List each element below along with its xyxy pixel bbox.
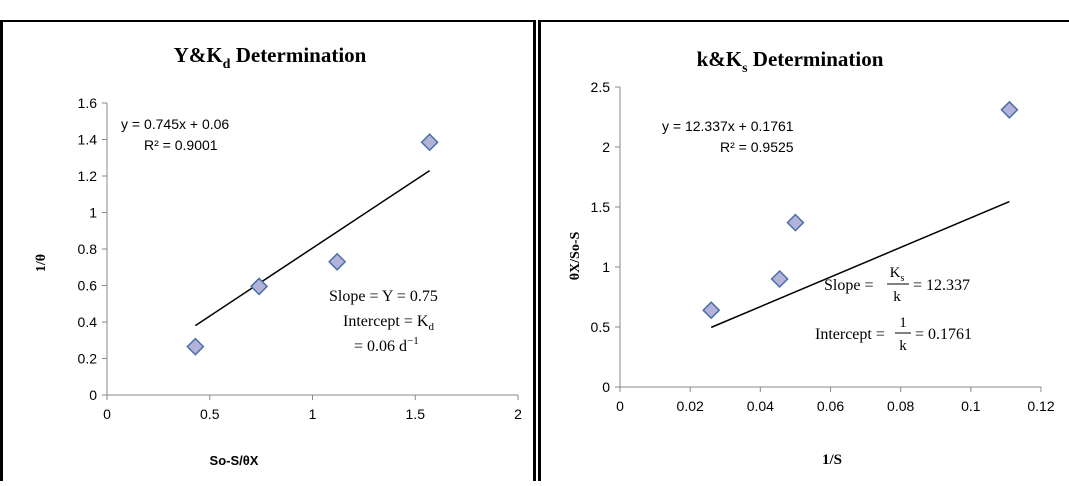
slope-annotation: Slope = Ks k = 12.337 bbox=[824, 265, 970, 305]
y-tick-label: 0.2 bbox=[78, 351, 98, 367]
x-tick-label: 0.04 bbox=[747, 398, 774, 414]
data-point-marker bbox=[1000, 100, 1019, 119]
x-axis-label: So-S/θX bbox=[210, 453, 259, 468]
intercept-value: = 0.06 d−1 bbox=[354, 335, 419, 355]
axes bbox=[615, 86, 1042, 392]
x-axis-label: 1/S bbox=[822, 452, 842, 468]
data-point-marker bbox=[250, 277, 269, 296]
y-tick-label: 0.4 bbox=[78, 314, 98, 330]
x-tick-label: 1 bbox=[309, 406, 317, 422]
x-tick-label: 1.5 bbox=[406, 406, 426, 422]
x-tick-label: 0 bbox=[103, 406, 111, 422]
slope-numerator: Ks bbox=[890, 265, 905, 284]
x-tick-label: 0.08 bbox=[887, 398, 914, 414]
intercept-annotation: Intercept = Kd bbox=[343, 313, 434, 333]
data-point-marker bbox=[420, 133, 439, 152]
y-tick-label: 0.5 bbox=[591, 319, 611, 335]
intercept-annotation: Intercept = 1 k = 0.1761 bbox=[815, 315, 972, 354]
y-tick-label: 1 bbox=[602, 259, 610, 275]
y-tick-label: 1.2 bbox=[78, 168, 98, 184]
chart-panel-left: Y&Kd Determination 0 0.5 1 1.5 2 0 0.2 0.4 0.6 0.… bbox=[0, 20, 536, 481]
x-tick-label: 0.02 bbox=[677, 398, 704, 414]
data-point-marker bbox=[786, 213, 805, 232]
axes bbox=[102, 102, 519, 400]
x-tick-label: 0.12 bbox=[1027, 398, 1054, 414]
data-points bbox=[186, 133, 439, 356]
x-tick-label: 0 bbox=[616, 398, 624, 414]
y-tick-label: 2 bbox=[602, 139, 610, 155]
y-tick-label: 0 bbox=[602, 379, 610, 395]
trendline bbox=[194, 169, 431, 327]
chart-yk-determination: Y&Kd Determination 0 0.5 1 1.5 2 0 0.2 0.4 0.6 0.… bbox=[34, 43, 523, 468]
intercept-prefix: Intercept = bbox=[815, 326, 885, 343]
data-point-marker bbox=[702, 301, 721, 320]
trendline-segment bbox=[710, 200, 1010, 329]
intercept-denominator: k bbox=[899, 338, 907, 354]
trendline bbox=[710, 200, 1010, 329]
slope-prefix: Slope = bbox=[824, 277, 873, 294]
chart-title: Y&Kd Determination bbox=[174, 43, 367, 72]
x-tick-label: 0.06 bbox=[817, 398, 844, 414]
y-tick-label: 0 bbox=[89, 387, 97, 403]
x-tick-label: 2 bbox=[514, 406, 522, 422]
data-points bbox=[702, 100, 1019, 320]
y-axis-label: 1/θ bbox=[34, 254, 49, 272]
y-tick-label: 2.5 bbox=[591, 79, 611, 95]
y-tick-label: 0.8 bbox=[78, 241, 98, 257]
y-tick-label: 1.5 bbox=[591, 199, 611, 215]
chart-title: k&Ks Determination bbox=[697, 47, 884, 76]
intercept-numerator: 1 bbox=[899, 315, 907, 331]
slope-denominator: k bbox=[893, 289, 901, 305]
intercept-value: = 0.1761 bbox=[915, 326, 972, 343]
slope-value: = 12.337 bbox=[913, 277, 970, 294]
tick-labels: 0 0.02 0.04 0.06 0.08 0.1 0.12 0 0.5 1 1.5 2 2.5 bbox=[591, 79, 1055, 414]
r-squared-label: R² = 0.9001 bbox=[144, 137, 218, 153]
y-tick-label: 0.6 bbox=[78, 278, 98, 294]
trendline-equation: y = 12.337x + 0.1761 bbox=[662, 118, 794, 134]
slope-annotation: Slope = Y = 0.75 bbox=[329, 288, 438, 305]
r-squared-label: R² = 0.9525 bbox=[720, 139, 794, 155]
data-point-marker bbox=[328, 252, 347, 271]
y-tick-label: 1.6 bbox=[78, 95, 98, 111]
tick-labels: 0 0.5 1 1.5 2 0 0.2 0.4 0.6 0.8 1 1.2 1.4 1.6 bbox=[78, 95, 523, 422]
chart-kks-determination: k&Ks Determination 0 0.02 0.04 0.06 0.08 0.1 0… bbox=[568, 47, 1055, 468]
x-tick-label: 0.1 bbox=[961, 398, 981, 414]
y-tick-label: 1 bbox=[89, 205, 97, 221]
x-tick-label: 0.5 bbox=[200, 406, 220, 422]
y-tick-label: 1.4 bbox=[78, 132, 98, 148]
chart-panel-right: k&Ks Determination 0 0.02 0.04 0.06 0.08 0.1 0… bbox=[538, 20, 1069, 481]
trendline-segment bbox=[194, 169, 431, 327]
data-point-marker bbox=[770, 269, 789, 289]
trendline-equation: y = 0.745x + 0.06 bbox=[121, 116, 229, 132]
page-top-strip bbox=[0, 0, 1069, 20]
data-point-marker bbox=[186, 337, 205, 356]
y-axis-label: θX/So-S bbox=[568, 232, 583, 281]
